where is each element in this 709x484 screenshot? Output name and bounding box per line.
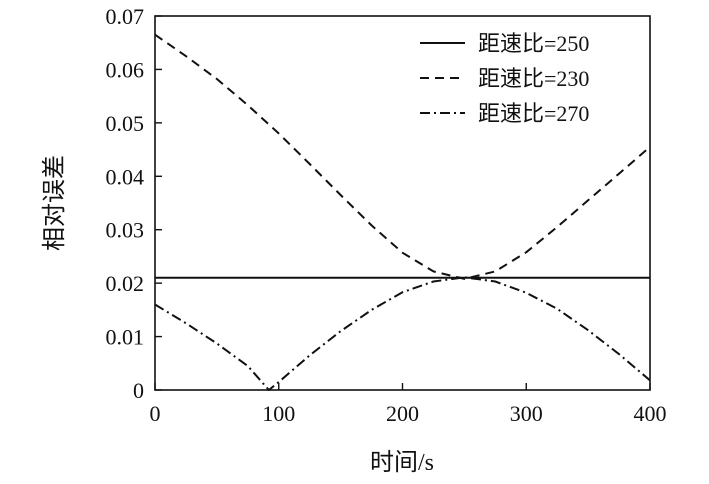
x-tick-label: 100 bbox=[262, 401, 295, 426]
series-lines bbox=[154, 33, 651, 391]
y-tick-label: 0.04 bbox=[106, 164, 145, 189]
x-axis-title: 时间/s bbox=[370, 449, 434, 476]
y-tick-label: 0.02 bbox=[106, 271, 145, 296]
x-tick-label: 200 bbox=[386, 401, 419, 426]
y-tick-label: 0.07 bbox=[106, 4, 145, 29]
x-tick-label: 0 bbox=[150, 401, 161, 426]
legend-label-0: 距速比=250 bbox=[478, 31, 589, 56]
x-tick-label: 400 bbox=[634, 401, 667, 426]
series-line-2 bbox=[154, 276, 651, 391]
y-tick-label: 0 bbox=[133, 378, 144, 403]
legend-label-2: 距速比=270 bbox=[478, 101, 589, 126]
y-tick-label: 0.06 bbox=[106, 57, 145, 82]
legend-label-1: 距速比=230 bbox=[478, 66, 589, 91]
tick-marks: 0 100 200 300 400 0 0.01 0.02 0.03 0.04 0.05 0.06 0.… bbox=[106, 4, 667, 426]
y-tick-label: 0.05 bbox=[106, 111, 145, 136]
legend: 距速比=250 距速比=230 距速比=270 bbox=[420, 31, 589, 126]
y-axis-title: 相对误差 bbox=[41, 155, 68, 251]
y-tick-label: 0.03 bbox=[106, 218, 145, 243]
x-tick-label: 300 bbox=[510, 401, 543, 426]
y-tick-label: 0.01 bbox=[106, 325, 145, 350]
series-line-1 bbox=[154, 33, 651, 280]
